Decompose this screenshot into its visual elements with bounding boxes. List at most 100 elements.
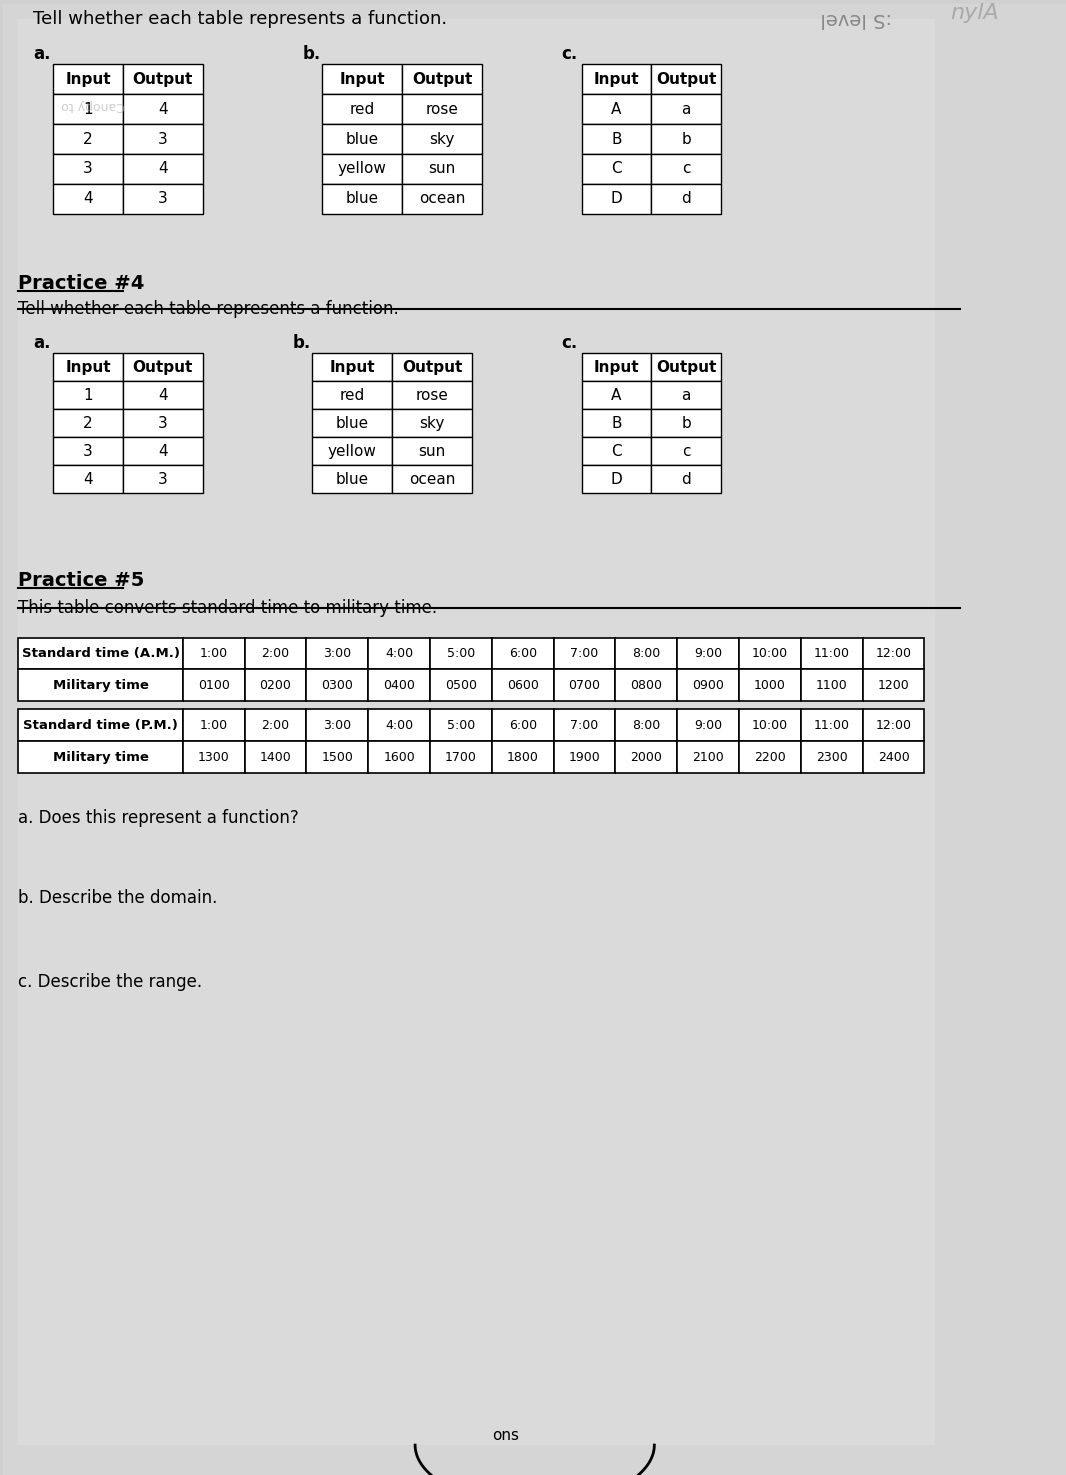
Text: Military time: Military time [52, 751, 148, 764]
Bar [651, 437, 721, 465]
Bar [368, 637, 430, 670]
Bar [183, 742, 245, 773]
Text: 1500: 1500 [322, 751, 353, 764]
Bar [553, 709, 615, 742]
Text: Input: Input [339, 72, 385, 87]
Bar [582, 437, 651, 465]
Bar [312, 437, 392, 465]
Text: Input: Input [594, 360, 640, 375]
Text: B: B [611, 131, 621, 146]
Bar [392, 437, 472, 465]
Bar [53, 153, 123, 184]
Text: This table converts standard time to military time.: This table converts standard time to mil… [18, 599, 437, 617]
Bar [18, 709, 183, 742]
Text: 11:00: 11:00 [813, 648, 850, 659]
Bar [430, 742, 491, 773]
Text: a: a [681, 102, 691, 117]
Text: 5:00: 5:00 [447, 648, 475, 659]
Text: 6:00: 6:00 [508, 648, 537, 659]
Bar [18, 19, 936, 1446]
Text: 2200: 2200 [754, 751, 786, 764]
Text: 3: 3 [158, 472, 167, 487]
Bar [582, 465, 651, 493]
Text: 3: 3 [158, 192, 167, 206]
Bar [862, 637, 924, 670]
Text: rose: rose [416, 388, 449, 403]
Text: 3:00: 3:00 [323, 648, 352, 659]
Text: ocean: ocean [419, 192, 465, 206]
Text: 3:00: 3:00 [323, 718, 352, 732]
Text: 4: 4 [83, 192, 93, 206]
Bar [306, 670, 368, 701]
Bar [245, 742, 306, 773]
Text: blue: blue [336, 416, 369, 431]
Bar [123, 94, 203, 124]
Text: 0700: 0700 [568, 678, 600, 692]
Text: b: b [681, 416, 691, 431]
Bar [651, 184, 721, 214]
Text: nylA: nylA [951, 3, 999, 24]
Bar [615, 709, 677, 742]
Bar [615, 670, 677, 701]
Text: 1: 1 [83, 388, 93, 403]
Text: C: C [611, 444, 621, 459]
Text: 2:00: 2:00 [261, 718, 290, 732]
Bar [392, 465, 472, 493]
Bar [322, 184, 402, 214]
Bar [18, 742, 183, 773]
Text: Practice #4: Practice #4 [18, 273, 145, 292]
Text: b.: b. [303, 46, 321, 63]
Bar [862, 742, 924, 773]
Text: 1400: 1400 [260, 751, 291, 764]
Text: 4: 4 [158, 102, 167, 117]
Text: 7:00: 7:00 [570, 648, 599, 659]
Bar [651, 153, 721, 184]
Text: Input: Input [594, 72, 640, 87]
Bar [183, 709, 245, 742]
Text: 4: 4 [158, 388, 167, 403]
Bar [651, 94, 721, 124]
Text: 4:00: 4:00 [385, 648, 414, 659]
Text: 2: 2 [83, 416, 93, 431]
Text: Tell whether each table represents a function.: Tell whether each table represents a fun… [33, 10, 448, 28]
Text: sky: sky [419, 416, 445, 431]
Bar [677, 670, 739, 701]
Text: 1700: 1700 [445, 751, 477, 764]
Bar [801, 670, 862, 701]
Bar [123, 153, 203, 184]
Bar [801, 637, 862, 670]
Text: b. Describe the domain.: b. Describe the domain. [18, 889, 217, 907]
Bar [322, 94, 402, 124]
Text: 10:00: 10:00 [752, 718, 788, 732]
Bar [491, 637, 553, 670]
Bar [123, 124, 203, 153]
Bar [402, 94, 482, 124]
Bar [402, 65, 482, 94]
Bar [53, 409, 123, 437]
Bar [123, 184, 203, 214]
Text: 1600: 1600 [384, 751, 415, 764]
Text: red: red [350, 102, 375, 117]
Bar [582, 65, 651, 94]
Bar [430, 637, 491, 670]
Bar [801, 709, 862, 742]
Bar [402, 153, 482, 184]
Text: 2:00: 2:00 [261, 648, 290, 659]
Text: 3: 3 [83, 161, 93, 177]
Bar [312, 382, 392, 409]
Bar [183, 637, 245, 670]
Bar [801, 742, 862, 773]
Bar [582, 153, 651, 184]
Bar [322, 124, 402, 153]
Bar [53, 65, 123, 94]
Text: 2400: 2400 [877, 751, 909, 764]
Bar [123, 437, 203, 465]
Text: Output: Output [411, 72, 472, 87]
Bar [582, 124, 651, 153]
Bar [402, 184, 482, 214]
Text: c.: c. [562, 335, 578, 353]
Bar [430, 670, 491, 701]
Bar [245, 709, 306, 742]
Bar [53, 382, 123, 409]
Bar [491, 709, 553, 742]
